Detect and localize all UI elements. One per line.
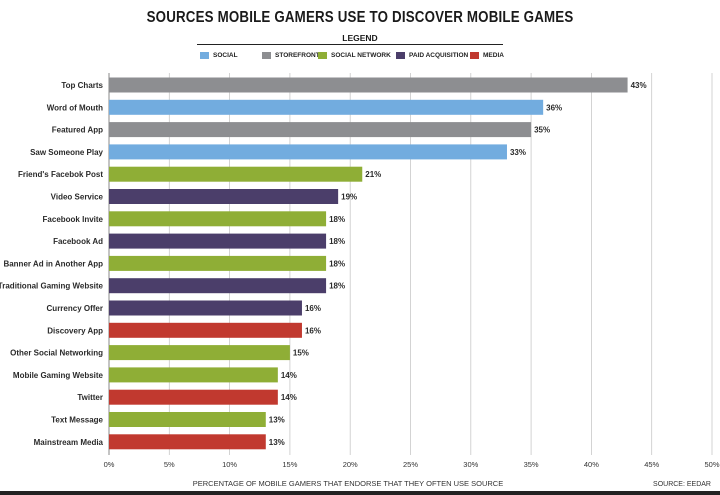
value-label: 16% (305, 326, 321, 335)
category-label: Word of Mouth (47, 103, 103, 112)
value-label: 21% (365, 170, 381, 179)
value-label: 18% (329, 259, 345, 268)
bar-currency-offer (109, 300, 302, 316)
category-label: Discovery App (47, 326, 103, 335)
legend-item-social-network: SOCIAL NETWORK (318, 49, 391, 61)
value-label: 16% (305, 304, 321, 313)
category-label: Featured App (52, 126, 103, 135)
legend-divider (197, 44, 503, 45)
bar-word-of-mouth (109, 99, 544, 115)
bar-friend-s-facebok-post (109, 166, 363, 182)
x-tick-label: 20% (343, 460, 358, 469)
legend-label: STOREFRONT (275, 51, 320, 59)
value-label: 13% (269, 416, 285, 425)
category-label: Facebook Ad (53, 237, 103, 246)
legend-swatch (318, 51, 327, 59)
category-label: Traditional Gaming Website (0, 282, 104, 291)
bar-saw-someone-play (109, 144, 507, 160)
category-label: Twitter (77, 393, 103, 402)
x-tick-label: 40% (584, 460, 599, 469)
legend-swatch (396, 51, 405, 59)
category-label: Saw Someone Play (30, 148, 103, 157)
legend: SOCIAL STOREFRONT SOCIAL NETWORK PAID ACQUI… (0, 49, 720, 61)
bar-text-message (109, 412, 266, 427)
x-axis-title: PERCENTAGE OF MOBILE GAMERS THAT ENDORSE… (193, 479, 503, 488)
x-tick-label: 35% (524, 460, 539, 469)
legend-item-media: MEDIA (470, 49, 504, 61)
legend-label: PAID ACQUISITION (409, 51, 469, 59)
bar-mainstream-media (109, 434, 266, 450)
legend-swatch (470, 51, 479, 59)
x-tick-label: 5% (164, 460, 175, 469)
legend-item-social: SOCIAL (200, 49, 238, 61)
bar-top-charts (109, 77, 628, 93)
bar-video-service (109, 189, 339, 204)
legend-swatch (200, 51, 209, 59)
value-label: 15% (293, 349, 309, 358)
x-tick-label: 25% (403, 460, 418, 469)
x-tick-label: 45% (644, 460, 659, 469)
bar-facebook-ad (109, 233, 327, 249)
bar-discovery-app (109, 322, 302, 338)
x-tick-label: 0% (104, 460, 115, 469)
value-label: 19% (341, 193, 357, 202)
bar-facebook-invite (109, 211, 327, 227)
value-label: 35% (534, 126, 550, 135)
value-label: 14% (281, 371, 297, 380)
value-label: 36% (546, 103, 562, 112)
bar-twitter (109, 389, 278, 405)
category-label: Friend's Facebok Post (18, 170, 103, 179)
value-label: 18% (329, 282, 345, 291)
legend-label: SOCIAL NETWORK (331, 51, 391, 59)
bar-other-social-networking (109, 345, 290, 361)
legend-item-paid-acquisition: PAID ACQUISITION (396, 49, 468, 61)
category-label: Top Charts (61, 81, 103, 90)
x-tick-label: 30% (463, 460, 478, 469)
value-label: 18% (329, 215, 345, 224)
bottom-border (0, 491, 720, 495)
value-label: 18% (329, 237, 345, 246)
chart-title: SOURCES MOBILE GAMERS USE TO DISCOVER MO… (146, 9, 574, 26)
category-label: Currency Offer (47, 304, 103, 313)
x-tick-label: 15% (282, 460, 297, 469)
x-tick-label: 10% (222, 460, 237, 469)
bar-mobile-gaming-website (109, 367, 278, 383)
category-label: Facebook Invite (43, 215, 104, 224)
category-label: Other Social Networking (10, 349, 103, 358)
legend-title: LEGEND (342, 33, 378, 43)
category-label: Mobile Gaming Website (13, 371, 104, 380)
source-note: SOURCE: EEDAR (653, 481, 711, 488)
category-label: Text Message (51, 416, 103, 425)
legend-swatch (262, 51, 271, 59)
legend-item-storefront: STOREFRONT (262, 49, 320, 61)
legend-label: MEDIA (483, 51, 504, 59)
legend-label: SOCIAL (213, 51, 238, 59)
category-label: Video Service (51, 193, 104, 202)
category-label: Banner Ad in Another App (3, 259, 103, 268)
bar-traditional-gaming-website (109, 278, 327, 294)
bar-banner-ad-in-another-app (109, 255, 327, 271)
value-label: 43% (631, 81, 647, 90)
value-label: 13% (269, 438, 285, 447)
value-label: 14% (281, 393, 297, 402)
category-label: Mainstream Media (34, 438, 104, 447)
value-label: 33% (510, 148, 526, 157)
bar-featured-app (109, 122, 532, 138)
x-tick-label: 50% (704, 460, 719, 469)
